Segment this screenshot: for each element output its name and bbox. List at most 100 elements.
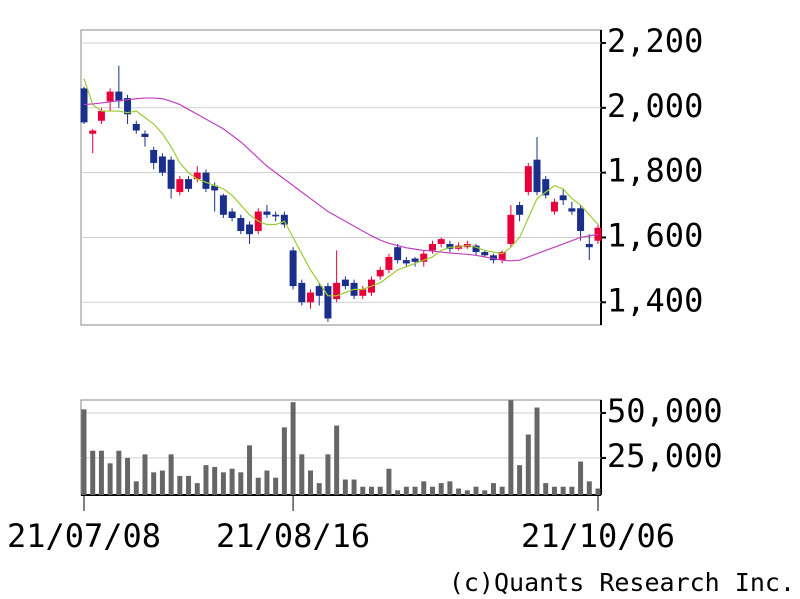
volume-bar: [151, 472, 157, 495]
volume-bar: [543, 483, 549, 495]
candle-body: [568, 208, 576, 212]
volume-bar: [360, 486, 366, 495]
y-tick-label: 50,000: [607, 392, 723, 430]
candle-body: [246, 224, 254, 235]
volume-bar: [377, 486, 383, 495]
volume-bar: [395, 490, 401, 495]
x-tick-label: 21/08/16: [216, 517, 370, 555]
volume-bar: [464, 490, 470, 495]
candle-body: [280, 214, 288, 225]
candle-body: [411, 258, 419, 262]
volume-bar: [264, 470, 270, 495]
candle-body: [577, 208, 585, 231]
candle-body: [533, 159, 541, 193]
candle-body: [97, 111, 105, 121]
candle-body: [446, 243, 454, 249]
candle-body: [80, 88, 88, 123]
volume-bar: [325, 454, 331, 495]
candle-body: [402, 260, 410, 264]
volume-bar: [508, 400, 514, 495]
volume-bar: [238, 472, 244, 495]
candle-body: [193, 172, 201, 180]
volume-bar: [403, 486, 409, 495]
volume-bar: [534, 407, 540, 495]
volume-bar: [499, 486, 505, 495]
candle-body: [385, 256, 393, 270]
candle-body: [185, 179, 193, 189]
candle-body: [272, 214, 280, 217]
candle-body: [559, 195, 567, 201]
volume-bar: [168, 454, 174, 495]
volume-bar: [473, 486, 479, 495]
candle-body: [211, 185, 219, 191]
candle-body: [333, 282, 341, 300]
volume-bar: [560, 486, 566, 495]
volume-bar: [429, 486, 435, 495]
candle-body: [315, 286, 323, 296]
volume-bar: [578, 461, 584, 495]
candle-body: [394, 247, 402, 261]
volume-bar: [186, 475, 192, 495]
volume-bar: [212, 466, 218, 495]
volume-bar: [299, 454, 305, 495]
candle-body: [542, 179, 550, 196]
candle-body: [324, 286, 332, 319]
x-tick-label: 21/07/08: [7, 517, 161, 555]
volume-bar: [386, 468, 392, 495]
y-tick-label: 1,400: [607, 281, 703, 319]
candle-body: [307, 292, 315, 303]
volume-bar: [220, 472, 226, 495]
volume-bar: [98, 450, 104, 495]
candle-body: [585, 243, 593, 248]
candle-body: [550, 201, 558, 212]
volume-bar: [551, 486, 557, 495]
volume-bar: [290, 402, 296, 495]
candle-body: [524, 166, 532, 193]
candle-body: [428, 243, 436, 251]
volume-bar: [255, 477, 261, 495]
candle-body: [498, 252, 506, 261]
candle-body: [489, 255, 497, 261]
volume-bar: [421, 481, 427, 495]
volume-bar: [107, 463, 113, 495]
x-tick-label: 21/10/06: [521, 517, 675, 555]
candle-body: [481, 252, 489, 256]
candle-body: [516, 205, 524, 215]
candle-body: [167, 159, 175, 189]
volume-bar: [133, 481, 139, 495]
candle-body: [219, 195, 227, 215]
candle-body: [158, 156, 166, 173]
candle-body: [437, 239, 445, 244]
candle-body: [376, 269, 384, 277]
volume-bar: [203, 465, 209, 495]
volume-bar: [247, 445, 253, 495]
candle-body: [228, 211, 236, 219]
moving-average: [83, 78, 599, 297]
candle-body: [298, 282, 306, 303]
volume-bar: [334, 425, 340, 495]
candle-body: [263, 211, 271, 215]
volume-bar: [159, 470, 165, 495]
volume-bar: [81, 409, 87, 495]
volume-bar: [456, 488, 462, 495]
volume-bar: [316, 483, 322, 495]
volume-bar: [308, 470, 314, 495]
volume-bar: [116, 450, 122, 495]
volume-bar: [595, 488, 601, 495]
candle-body: [150, 149, 158, 163]
candle-body: [289, 250, 297, 287]
volume-bar: [273, 477, 279, 495]
volume-bar: [351, 479, 357, 495]
candle-body: [132, 124, 140, 131]
volume-bar: [447, 481, 453, 495]
candle-body: [507, 214, 515, 244]
candle-body: [341, 279, 349, 287]
candle-body: [420, 253, 428, 262]
volume-bar: [517, 465, 523, 495]
y-tick-label: 1,800: [607, 152, 703, 190]
candle-body: [106, 91, 114, 102]
y-tick-label: 2,000: [607, 87, 703, 125]
candle-body: [115, 91, 123, 102]
candle-body: [89, 130, 97, 134]
